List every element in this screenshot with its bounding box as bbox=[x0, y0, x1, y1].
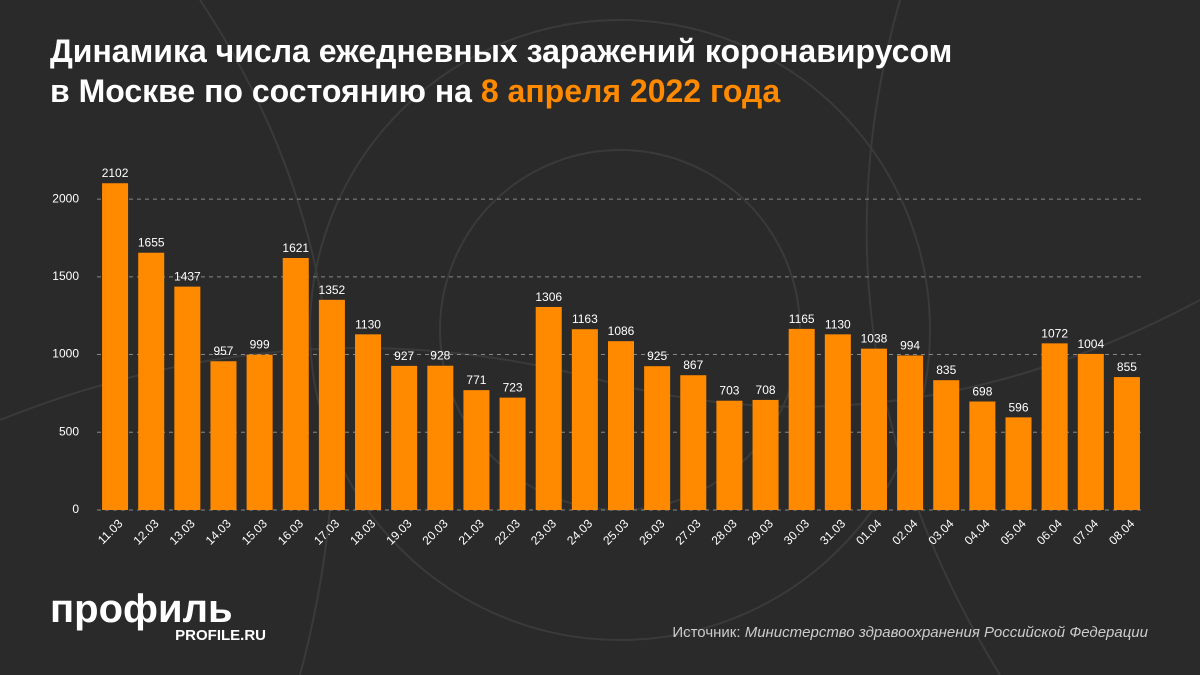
bar bbox=[1041, 343, 1068, 510]
bar bbox=[897, 355, 924, 510]
value-label: 999 bbox=[250, 338, 270, 352]
source-text: Министерство здравоохранения Российской … bbox=[745, 624, 1149, 641]
title-text: в Москве по состоянию на bbox=[50, 73, 472, 109]
value-label: 723 bbox=[503, 381, 523, 395]
chart-title-line: в Москве по состоянию на 8 апреля 2022 г… bbox=[50, 73, 780, 109]
logo-url: PROFILE.RU bbox=[175, 627, 266, 644]
title-highlight: 8 апреля 2022 года bbox=[481, 73, 780, 109]
source-label: Источник: bbox=[672, 624, 740, 641]
logo: профиль bbox=[50, 587, 233, 631]
value-label: 994 bbox=[900, 338, 920, 352]
y-tick-label: 2000 bbox=[52, 191, 79, 205]
bar bbox=[138, 252, 165, 511]
value-label: 1163 bbox=[572, 312, 598, 326]
value-label: 1004 bbox=[1077, 337, 1104, 351]
bar bbox=[1113, 377, 1140, 510]
value-label: 703 bbox=[719, 384, 739, 398]
value-label: 1352 bbox=[319, 283, 346, 297]
value-label: 1072 bbox=[1041, 326, 1068, 340]
bar bbox=[1077, 353, 1104, 510]
bar bbox=[752, 399, 779, 510]
bar bbox=[391, 365, 418, 510]
bar bbox=[860, 348, 887, 510]
value-label: 1038 bbox=[861, 332, 888, 346]
value-label: 928 bbox=[430, 349, 450, 363]
bar bbox=[102, 183, 129, 510]
bar bbox=[535, 306, 562, 510]
value-label: 596 bbox=[1009, 400, 1029, 414]
bar bbox=[1005, 417, 1032, 510]
bar bbox=[174, 286, 201, 510]
bar bbox=[427, 365, 454, 510]
chart-title: Динамика числа ежедневных заражений коро… bbox=[50, 33, 952, 69]
value-label: 927 bbox=[394, 349, 414, 363]
bar bbox=[644, 366, 671, 510]
value-label: 1306 bbox=[535, 290, 562, 304]
y-tick-label: 0 bbox=[72, 502, 79, 516]
value-label: 855 bbox=[1117, 360, 1137, 374]
value-label: 708 bbox=[756, 383, 776, 397]
bar bbox=[210, 361, 237, 510]
bar bbox=[318, 299, 345, 510]
bar bbox=[246, 354, 273, 510]
value-label: 698 bbox=[972, 384, 992, 398]
value-label: 1655 bbox=[138, 236, 165, 250]
bar bbox=[463, 390, 490, 510]
bar bbox=[969, 401, 996, 510]
bar bbox=[282, 258, 309, 510]
value-label: 1165 bbox=[789, 312, 815, 326]
value-label: 1086 bbox=[608, 324, 635, 338]
value-label: 771 bbox=[466, 373, 486, 387]
bar bbox=[499, 397, 526, 510]
bar bbox=[824, 334, 851, 510]
value-label: 867 bbox=[683, 358, 703, 372]
y-tick-label: 1000 bbox=[52, 347, 79, 361]
y-tick-label: 1500 bbox=[52, 269, 79, 283]
value-label: 1130 bbox=[825, 317, 851, 331]
bar bbox=[680, 375, 707, 510]
bar bbox=[933, 380, 960, 510]
y-tick-label: 500 bbox=[59, 424, 79, 438]
value-label: 1130 bbox=[355, 317, 381, 331]
bar bbox=[607, 341, 635, 510]
value-label: 1437 bbox=[174, 270, 201, 284]
value-label: 835 bbox=[936, 363, 956, 377]
source: Источник: Министерство здравоохранения Р… bbox=[672, 624, 1148, 641]
value-label: 925 bbox=[647, 349, 667, 363]
bar bbox=[716, 400, 743, 510]
value-label: 957 bbox=[213, 344, 233, 358]
bar bbox=[571, 329, 598, 510]
value-label: 2102 bbox=[102, 166, 129, 180]
bar bbox=[355, 334, 382, 510]
value-label: 1621 bbox=[282, 241, 309, 255]
bar bbox=[788, 328, 815, 510]
